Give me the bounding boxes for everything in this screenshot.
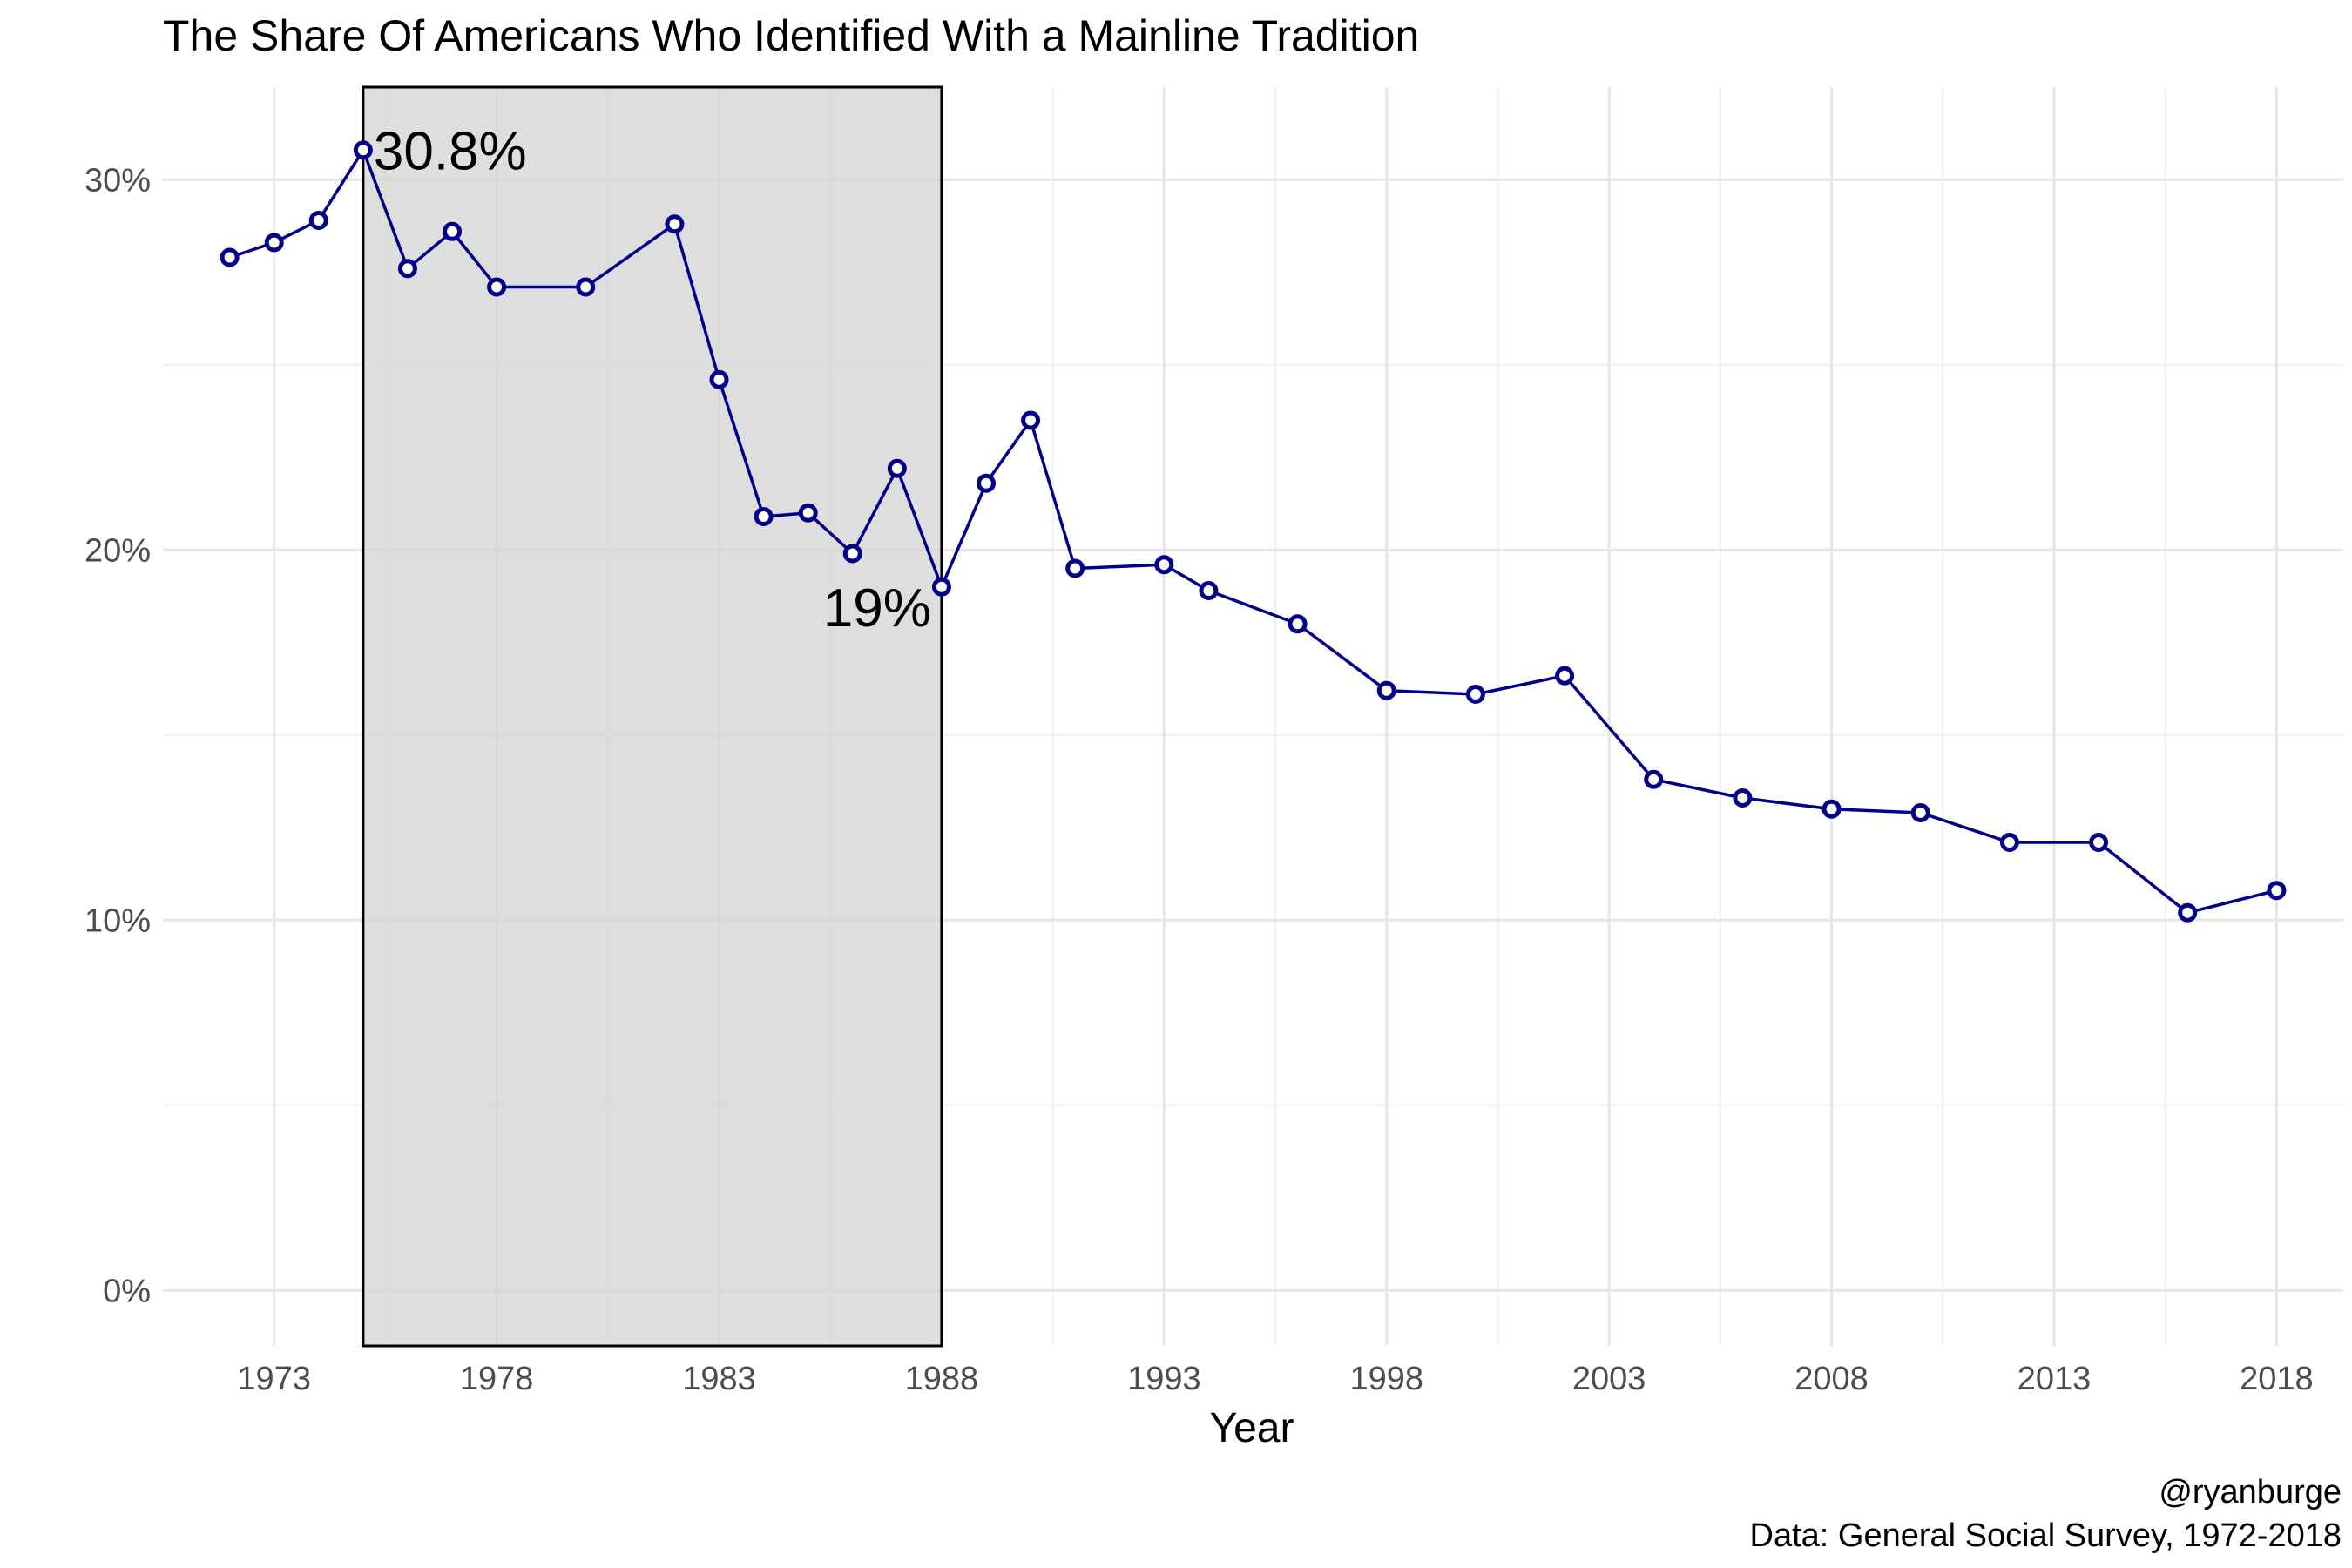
- data-point: [1733, 788, 1753, 808]
- shaded-region: [362, 85, 943, 1348]
- data-point: [1644, 769, 1664, 789]
- data-point: [1555, 666, 1575, 686]
- chart-title: The Share Of Americans Who Identified Wi…: [163, 11, 1419, 60]
- x-axis-title: Year: [1210, 1405, 1294, 1451]
- data-point: [397, 259, 417, 279]
- data-point: [2089, 833, 2109, 852]
- y-axis-tick-labels: 0% 10% 20% 30%: [84, 162, 151, 1309]
- data-point: [798, 503, 818, 523]
- data-point: [1288, 614, 1308, 634]
- x-tick-label: 2008: [1794, 1361, 1869, 1397]
- y-tick-label: 30%: [84, 162, 151, 199]
- data-point: [887, 458, 907, 478]
- highlight-rectangle: [362, 85, 943, 1348]
- x-tick-label: 1973: [237, 1361, 311, 1397]
- data-point: [842, 544, 862, 564]
- data-point: [1199, 581, 1219, 600]
- x-axis-tick-labels: 1973 1978 1983 1988 1993 1998 2003 2008 2013 2018: [237, 1361, 2313, 1397]
- x-tick-label: 2003: [1572, 1361, 1646, 1397]
- series-line: [229, 146, 2277, 915]
- x-tick-label: 2018: [2240, 1361, 2314, 1397]
- annotation-low: 19%: [823, 578, 931, 639]
- data-point: [1376, 680, 1396, 700]
- data-point: [2267, 881, 2287, 901]
- data-point: [1065, 558, 1085, 578]
- data-point: [931, 577, 951, 597]
- data-point: [220, 247, 240, 267]
- x-tick-label: 1983: [682, 1361, 756, 1397]
- data-point: [1154, 555, 1174, 575]
- annotations: 30.8% 19%: [374, 121, 931, 639]
- x-tick-label: 1978: [460, 1361, 534, 1397]
- data-point: [977, 473, 997, 493]
- data-point: [754, 507, 774, 526]
- y-tick-label: 20%: [84, 532, 151, 569]
- data-point: [1021, 410, 1041, 430]
- data-point: [443, 221, 463, 241]
- caption-handle: @ryanburge: [2159, 1474, 2342, 1511]
- data-point: [308, 211, 328, 230]
- y-tick-label: 10%: [84, 902, 151, 939]
- x-tick-label: 1998: [1349, 1361, 1423, 1397]
- x-tick-label: 1993: [1127, 1361, 1201, 1397]
- data-point: [576, 277, 596, 297]
- data-point: [1910, 803, 1930, 822]
- data-point: [665, 214, 685, 234]
- data-point: [709, 369, 729, 389]
- caption-source: Data: General Social Survey, 1972-2018: [1750, 1517, 2342, 1554]
- data-point: [264, 233, 284, 253]
- x-tick-label: 2013: [2017, 1361, 2092, 1397]
- data-point: [1999, 833, 2019, 852]
- y-tick-label: 0%: [103, 1273, 151, 1309]
- x-tick-label: 1988: [905, 1361, 979, 1397]
- series: [220, 140, 2287, 923]
- data-point: [1465, 685, 1485, 704]
- data-point: [2178, 902, 2198, 923]
- data-point: [1821, 799, 1842, 819]
- annotation-peak: 30.8%: [374, 121, 527, 181]
- data-point: [353, 140, 373, 160]
- data-point: [487, 277, 507, 297]
